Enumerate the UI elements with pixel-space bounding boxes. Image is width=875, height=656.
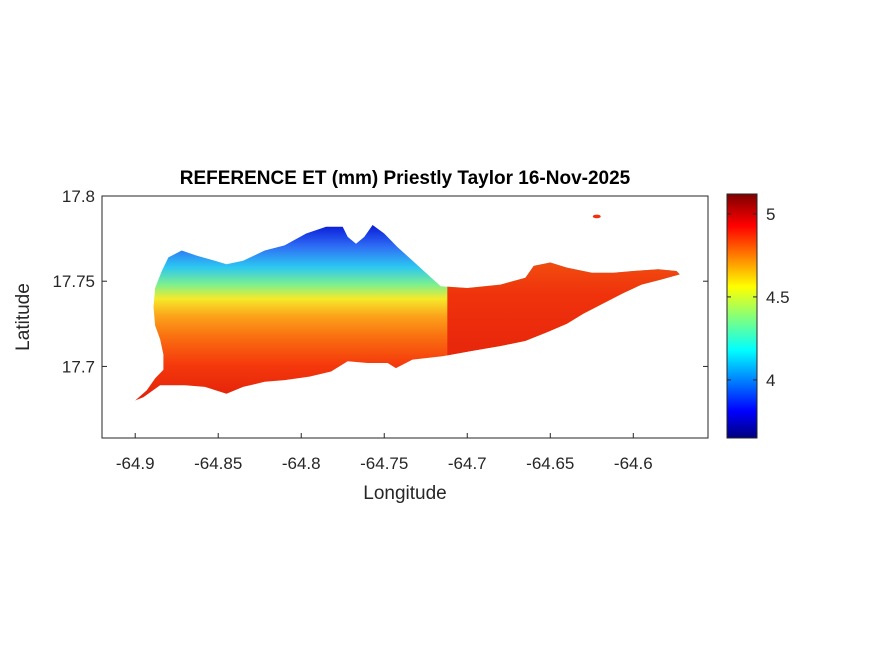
y-tick-label: 17.8	[62, 187, 95, 206]
colorbar	[726, 193, 758, 439]
colorbar-tick-label: 5	[766, 205, 775, 224]
islet	[592, 214, 601, 219]
x-tick-label: -64.6	[614, 454, 653, 473]
colorbar-tick-label: 4.5	[766, 288, 790, 307]
x-tick-label: -64.65	[526, 454, 574, 473]
colorbar-tick-label: 4	[766, 371, 775, 390]
x-tick-label: -64.7	[448, 454, 487, 473]
y-tick-label: 17.7	[62, 357, 95, 376]
y-tick-label: 17.75	[52, 272, 95, 291]
colorbar-ticks: 44.55	[727, 205, 790, 390]
x-tick-label: -64.8	[282, 454, 321, 473]
y-axis: 17.7 17.75 17.8	[52, 187, 708, 376]
y-axis-label: Latitude	[13, 283, 34, 351]
x-tick-label: -64.9	[116, 454, 155, 473]
x-tick-label: -64.85	[194, 454, 242, 473]
x-tick-label: -64.75	[360, 454, 408, 473]
x-axis-label: Longitude	[363, 483, 446, 504]
x-axis: -64.9 -64.85 -64.8 -64.75 -64.7 -64.65 -64.6	[116, 433, 653, 473]
chart-title: REFERENCE ET (mm) Priestly Taylor 16-Nov…	[180, 168, 631, 189]
